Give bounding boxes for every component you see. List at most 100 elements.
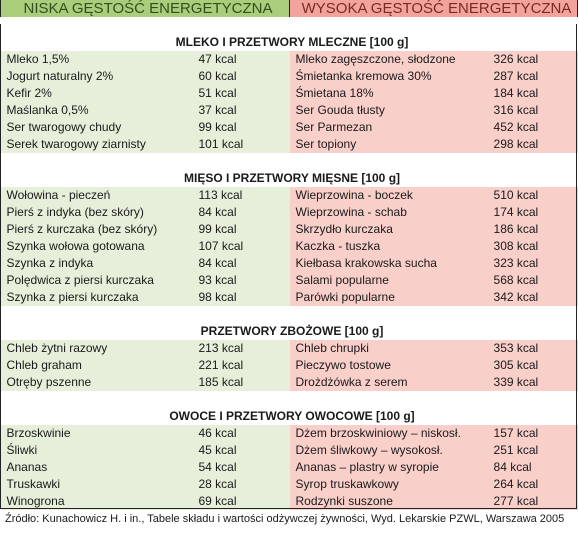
table-row: Winogrona 69 kcal Rodzynki suszone 277 kcal (0, 493, 578, 510)
low-food-name: Maślanka 0,5% (0, 102, 193, 119)
low-food-kcal: 99 kcal (192, 221, 290, 238)
low-food-kcal: 98 kcal (192, 289, 290, 306)
table-row: Polędwica z piersi kurczaka 93 kcal Salami… (0, 272, 578, 289)
high-food-kcal: 184 kcal (487, 85, 578, 102)
high-food-kcal: 251 kcal (487, 442, 578, 459)
table-row: Mleko 1,5% 47 kcal Mleko zagęszczone, słod… (0, 51, 578, 68)
low-food-kcal: 221 kcal (192, 357, 290, 374)
high-food-name: Salami popularne (289, 272, 488, 289)
low-food-name: Ananas (0, 459, 193, 476)
high-food-name: Rodzynki suszone (289, 493, 488, 510)
high-food-name: Śmietana 18% (289, 85, 488, 102)
low-food-name: Polędwica z piersi kurczaka (0, 272, 193, 289)
high-food-name: Kiełbasa krakowska sucha (289, 255, 488, 272)
low-density-header: NISKA GĘSTOŚĆ ENERGETYCZNA (0, 0, 290, 17)
high-food-kcal: 339 kcal (487, 374, 578, 391)
table-row: Pierś z kurczaka (bez skóry) 99 kcal Skrzy… (0, 221, 578, 238)
low-food-name: Mleko 1,5% (0, 51, 193, 68)
table-row: Chleb żytni razowy 213 kcal Chleb chrupki 3… (0, 340, 578, 357)
low-food-kcal: 84 kcal (192, 255, 290, 272)
table-row: Ananas 54 kcal Ananas – plastry w syropie 8… (0, 459, 578, 476)
low-food-name: Szynka z piersi kurczaka (0, 289, 193, 306)
high-food-kcal: 298 kcal (487, 136, 578, 153)
low-food-kcal: 46 kcal (192, 425, 290, 442)
high-food-name: Ananas – plastry w syropie (289, 459, 488, 476)
high-food-kcal: 353 kcal (487, 340, 578, 357)
low-food-kcal: 113 kcal (192, 187, 290, 204)
table-row: Wołowina - pieczeń 113 kcal Wieprzowina - … (0, 187, 578, 204)
table-row: Szynka z indyka 84 kcal Kiełbasa krakowska… (0, 255, 578, 272)
low-food-kcal: 69 kcal (192, 493, 290, 510)
high-food-name: Syrop truskawkowy (289, 476, 488, 493)
high-food-kcal: 342 kcal (487, 289, 578, 306)
high-food-kcal: 316 kcal (487, 102, 578, 119)
low-food-name: Chleb żytni razowy (0, 340, 193, 357)
low-food-kcal: 99 kcal (192, 119, 290, 136)
low-food-kcal: 60 kcal (192, 68, 290, 85)
section-spacer (1, 17, 578, 34)
table-row: Pierś z indyka (bez skóry) 84 kcal Wieprzo… (0, 204, 578, 221)
high-food-name: Śmietanka kremowa 30% (289, 68, 488, 85)
high-food-name: Kaczka - tuszka (289, 238, 488, 255)
high-food-name: Skrzydło kurczaka (289, 221, 488, 238)
high-food-name: Parówki popularne (289, 289, 488, 306)
low-food-kcal: 54 kcal (192, 459, 290, 476)
section-spacer (1, 153, 578, 170)
low-food-name: Szynka wołowa gotowana (0, 238, 193, 255)
table-row: Serek twarogowy ziarnisty 101 kcal Ser top… (0, 136, 578, 153)
high-food-kcal: 277 kcal (487, 493, 578, 510)
high-food-name: Mleko zagęszczone, słodzone (289, 51, 488, 68)
high-food-name: Wieprzowina - schab (289, 204, 488, 221)
table-row: Jogurt naturalny 2% 60 kcal Śmietanka krem… (0, 68, 578, 85)
section-title: OWOCE I PRZETWORY OWOCOWE [100 g] (169, 409, 415, 423)
low-food-kcal: 185 kcal (192, 374, 290, 391)
high-food-kcal: 264 kcal (487, 476, 578, 493)
high-density-header: WYSOKA GĘSTOŚĆ ENERGETYCZNA (289, 0, 579, 17)
section-title: MIĘSO I PRZETWORY MIĘSNE [100 g] (183, 171, 401, 185)
low-food-name: Otręby pszenne (0, 374, 193, 391)
table-row: Truskawki 28 kcal Syrop truskawkowy 264 kca… (0, 476, 578, 493)
table-row: Śliwki 45 kcal Dżem śliwkowy – wysokosł. 25… (0, 442, 578, 459)
high-food-name: Ser topiony (289, 136, 488, 153)
low-food-name: Truskawki (0, 476, 193, 493)
section-spacer (1, 391, 578, 408)
high-food-name: Dżem brzoskwiniowy – niskosł. (289, 425, 488, 442)
low-food-kcal: 213 kcal (192, 340, 290, 357)
section-title-row: MLEKO I PRZETWORY MLECZNE [100 g] (1, 34, 578, 51)
low-food-name: Szynka z indyka (0, 255, 193, 272)
high-food-name: Ser Gouda tłusty (289, 102, 488, 119)
low-food-name: Wołowina - pieczeń (0, 187, 193, 204)
section-title-row: OWOCE I PRZETWORY OWOCOWE [100 g] (1, 408, 578, 425)
table-row: Szynka wołowa gotowana 107 kcal Kaczka - t… (0, 238, 578, 255)
section-title-row: PRZETWORY ZBOŻOWE [100 g] (1, 323, 578, 340)
spacer-cell (1, 17, 578, 34)
high-food-name: Wieprzowina - boczek (289, 187, 488, 204)
low-food-kcal: 101 kcal (192, 136, 290, 153)
high-food-kcal: 186 kcal (487, 221, 578, 238)
high-food-name: Drożdżówka z serem (289, 374, 488, 391)
spacer-cell (1, 391, 578, 408)
high-food-kcal: 323 kcal (487, 255, 578, 272)
low-food-name: Ser twarogowy chudy (0, 119, 193, 136)
table-header-row: NISKA GĘSTOŚĆ ENERGETYCZNA WYSOKA GĘSTOŚ… (0, 0, 579, 17)
low-food-name: Kefir 2% (0, 85, 193, 102)
table-row: Chleb graham 221 kcal Pieczywo tostowe 305 … (0, 357, 578, 374)
high-food-kcal: 174 kcal (487, 204, 578, 221)
section-title-row: MIĘSO I PRZETWORY MIĘSNE [100 g] (1, 170, 578, 187)
low-food-name: Jogurt naturalny 2% (0, 68, 193, 85)
high-food-kcal: 308 kcal (487, 238, 578, 255)
low-food-kcal: 93 kcal (192, 272, 290, 289)
high-food-kcal: 510 kcal (487, 187, 578, 204)
high-food-name: Ser Parmezan (289, 119, 488, 136)
low-food-kcal: 47 kcal (192, 51, 290, 68)
table-row: Otręby pszenne 185 kcal Drożdżówka z serem… (0, 374, 578, 391)
table-row: Maślanka 0,5% 37 kcal Ser Gouda tłusty 316 … (0, 102, 578, 119)
low-food-name: Pierś z indyka (bez skóry) (0, 204, 193, 221)
low-food-kcal: 37 kcal (192, 102, 290, 119)
table-row: Szynka z piersi kurczaka 98 kcal Parówki p… (0, 289, 578, 306)
source-note: Źródło: Kunachowicz H. i in., Tabele skł… (5, 513, 565, 525)
high-food-kcal: 305 kcal (487, 357, 578, 374)
high-food-name: Chleb chrupki (289, 340, 488, 357)
high-food-name: Dżem śliwkowy – wysokosł. (289, 442, 488, 459)
